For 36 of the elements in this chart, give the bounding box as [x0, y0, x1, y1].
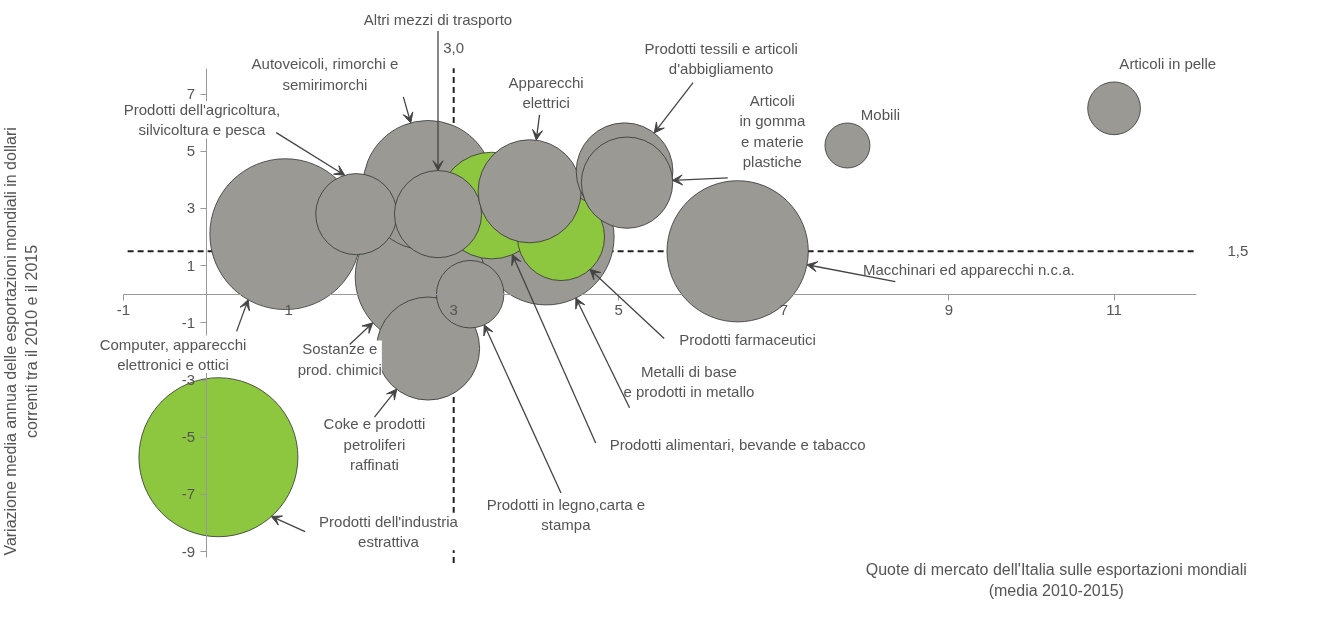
- annotation: Computer, apparecchi elettronici e ottici: [99, 335, 247, 373]
- annotation: Metalli di base e prodotti in metallo: [623, 362, 755, 401]
- annotation: Prodotti tessili e articoli d'abbigliamento: [644, 39, 798, 78]
- annotation: Articoli in pelle: [1119, 54, 1217, 72]
- ref-line-label: 3,0: [443, 39, 465, 57]
- y-axis-title: Variazione media annua delle esportazioni mondiali in dollari correnti tra il 2010 e il 2015: [2, 127, 40, 556]
- y-tick-label: 1: [186, 256, 196, 274]
- annotation: Apparecchi elettrici: [508, 73, 584, 112]
- y-tick-label: -3: [181, 371, 196, 388]
- annotation: Prodotti dell'industria estrattiva: [319, 512, 459, 551]
- annotation: Prodotti dell'agricoltura, silvicoltura e pesca: [123, 101, 281, 139]
- y-tick-label: -1: [181, 313, 196, 331]
- annotation: Coke e prodotti petroliferi raffinati: [323, 415, 426, 474]
- x-tick-label: 9: [944, 301, 954, 319]
- x-axis-title: Quote di mercato dell'Italia sulle esportazioni mondiali (media 2010-2015): [865, 561, 1247, 599]
- x-tick-label: 5: [614, 301, 623, 319]
- x-tick-label: 3: [449, 301, 458, 319]
- ref-line-label: 1,5: [1227, 242, 1249, 260]
- annotation: Autoveicoli, rimorchi e semirimorchi: [251, 55, 399, 93]
- annotation: Macchinari ed apparecchi n.c.a.: [862, 261, 1075, 279]
- annotation: Sostanze e prod. chimici: [297, 340, 382, 378]
- y-tick-label: -9: [181, 542, 196, 560]
- annotation: Prodotti in legno,carta e stampa: [486, 495, 646, 534]
- annotation: Prodotti alimentari, bevande e tabacco: [609, 435, 866, 453]
- x-tick-label: 11: [1106, 301, 1122, 319]
- y-tick-label: 7: [186, 85, 196, 103]
- y-tick-label: -7: [181, 485, 196, 503]
- y-tick-label: -5: [181, 428, 196, 446]
- x-tick-label: -1: [116, 301, 131, 319]
- annotation: Prodotti farmaceutici: [679, 331, 816, 349]
- x-tick-label: 7: [779, 301, 789, 319]
- annotation: Articoli in gomma e materie plastiche: [739, 92, 806, 171]
- annotation: Altri mezzi di trasporto: [363, 11, 513, 29]
- annotation: Mobili: [860, 105, 901, 123]
- y-tick-label: 5: [186, 142, 196, 160]
- y-tick-label: 3: [186, 199, 196, 217]
